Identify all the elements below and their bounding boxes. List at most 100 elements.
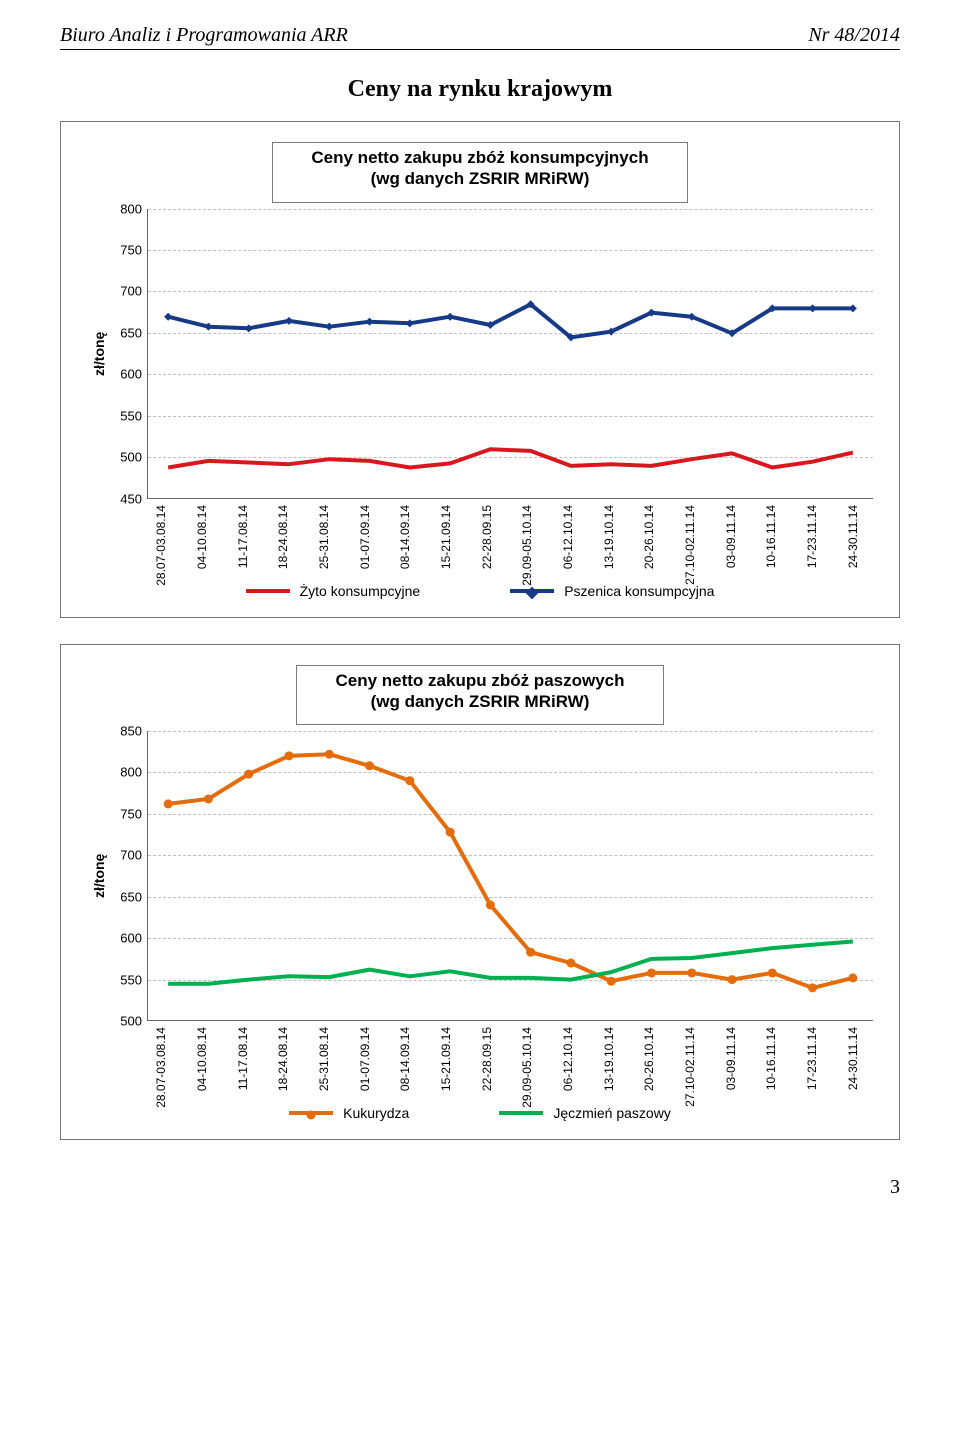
chart2-xticklabel: 03-09.11.14 [724, 1027, 738, 1090]
chart2-xticklabel: 29.09-05.10.14 [520, 1027, 534, 1108]
chart1-legend-swatch [510, 589, 554, 593]
chart2-marker [607, 977, 616, 986]
chart2-marker [647, 968, 656, 977]
page-header: Biuro Analiz i Programowania ARR Nr 48/2… [60, 24, 900, 50]
chart1-marker [809, 304, 817, 312]
chart2-title-box: Ceny netto zakupu zbóż paszowych(wg dany… [296, 665, 663, 726]
chart2-marker [365, 761, 374, 770]
chart2-legend-swatch [289, 1111, 333, 1115]
chart1-series-line [168, 304, 853, 337]
chart2-marker [486, 901, 495, 910]
chart1-legend-label: Pszenica konsumpcyjna [564, 583, 714, 599]
chart1-marker [849, 304, 857, 312]
chart2-marker [164, 799, 173, 808]
chart1-xticklabel: 04-10.08.14 [195, 505, 209, 569]
chart1-plot: 450500550600650700750800 [147, 209, 873, 499]
chart1-title-box: Ceny netto zakupu zbóż konsumpcyjnych(wg… [272, 142, 687, 203]
chart1-legend-label: Żyto konsumpcyjne [300, 583, 421, 599]
chart1-xticklabel: 03-09.11.14 [724, 505, 738, 568]
chart1-xticklabel: 24-30.11.14 [846, 505, 860, 568]
chart2-yticklabel: 750 [120, 806, 148, 821]
chart2-xticklabel: 17-23.11.14 [805, 1027, 819, 1090]
chart2-yticklabel: 550 [120, 972, 148, 987]
chart2-xticklabel: 20-26.10.14 [642, 1027, 656, 1091]
chart1-xticklabel: 27.10-02.11.14 [683, 505, 697, 585]
chart1-yticklabel: 800 [120, 201, 148, 216]
chart2-xticklabel: 04-10.08.14 [195, 1027, 209, 1091]
chart1-xticklabel: 11-17.08.14 [236, 505, 250, 568]
chart2-xticklabel: 01-07.09.14 [358, 1027, 372, 1091]
chart2-legend-label: Jęczmień paszowy [553, 1105, 671, 1121]
chart2-marker [204, 794, 213, 803]
chart1-yticklabel: 650 [120, 325, 148, 340]
chart1-yticklabel: 700 [120, 284, 148, 299]
chart1-yticklabel: 550 [120, 408, 148, 423]
chart2-xticklabel: 13-19.10.14 [602, 1027, 616, 1091]
chart1-xticklabel: 28.07-03.08.14 [154, 505, 168, 586]
chart2-marker [244, 770, 253, 779]
chart1-marker [204, 322, 212, 330]
chart2-xticklabel: 24-30.11.14 [846, 1027, 860, 1090]
chart1-xticklabel: 13-19.10.14 [602, 505, 616, 569]
chart2-title: Ceny netto zakupu zbóż paszowych(wg dany… [335, 670, 624, 713]
page-title: Ceny na rynku krajowym [60, 76, 900, 103]
chart1-legend-marker-icon [526, 586, 539, 599]
chart2-marker [808, 983, 817, 992]
chart1-legend-item: Żyto konsumpcyjne [246, 583, 421, 599]
chart2-marker [687, 968, 696, 977]
chart1-xticklabel: 08-14.09.14 [398, 505, 412, 569]
chart1-xticklabel: 10-16.11.14 [764, 505, 778, 568]
chart2-legend-label: Kukurydza [343, 1105, 409, 1121]
chart1-marker [245, 324, 253, 332]
chart1-marker [406, 319, 414, 327]
chart-consumption-grains: Ceny netto zakupu zbóż konsumpcyjnych(wg… [60, 121, 900, 618]
chart1-yticklabel: 750 [120, 242, 148, 257]
chart2-marker [526, 948, 535, 957]
chart1-legend-swatch [246, 589, 290, 593]
chart2-xticklabel: 08-14.09.14 [398, 1027, 412, 1091]
chart2-yticklabel: 650 [120, 889, 148, 904]
chart1-xticklabel: 22-28.09.15 [480, 505, 494, 569]
chart2-ylabel: zł/tonę [87, 731, 107, 1021]
chart1-xticklabel: 17-23.11.14 [805, 505, 819, 568]
chart2-xticks: 28.07-03.08.1404-10.08.1411-17.08.1418-2… [141, 1021, 873, 1099]
chart2-xticklabel: 18-24.08.14 [276, 1027, 290, 1091]
chart1-yticklabel: 500 [120, 450, 148, 465]
chart2-xticklabel: 11-17.08.14 [236, 1027, 250, 1090]
chart1-xticklabel: 20-26.10.14 [642, 505, 656, 569]
chart2-legend-item: Kukurydza [289, 1105, 409, 1121]
chart1-xticklabel: 06-12.10.14 [561, 505, 575, 569]
header-left: Biuro Analiz i Programowania ARR [60, 24, 348, 47]
chart2-xticklabel: 28.07-03.08.14 [154, 1027, 168, 1108]
chart1-xticklabel: 29.09-05.10.14 [520, 505, 534, 586]
header-right: Nr 48/2014 [808, 24, 900, 47]
chart2-xticklabel: 25-31.08.14 [317, 1027, 331, 1091]
chart1-legend-item: Pszenica konsumpcyjna [510, 583, 714, 599]
chart1-svg [148, 209, 873, 499]
chart1-ylabel: zł/tonę [87, 209, 107, 499]
chart1-marker [446, 312, 454, 320]
chart2-xticklabel: 22-28.09.15 [480, 1027, 494, 1091]
chart2-marker [848, 973, 857, 982]
chart1-xticks: 28.07-03.08.1404-10.08.1411-17.08.1418-2… [141, 499, 873, 577]
chart2-marker [405, 776, 414, 785]
chart1-legend: Żyto konsumpcyjne Pszenica konsumpcyjna [87, 583, 873, 599]
chart1-xticklabel: 15-21.09.14 [439, 505, 453, 569]
chart2-xticklabel: 06-12.10.14 [561, 1027, 575, 1091]
chart1-xticklabel: 25-31.08.14 [317, 505, 331, 569]
chart2-marker [768, 968, 777, 977]
chart2-legend-marker-icon [307, 1111, 316, 1120]
chart1-title: Ceny netto zakupu zbóż konsumpcyjnych(wg… [311, 147, 648, 190]
chart1-series-line [168, 449, 853, 467]
chart2-yticklabel: 800 [120, 765, 148, 780]
chart2-xticklabel: 15-21.09.14 [439, 1027, 453, 1091]
chart2-xticklabel: 10-16.11.14 [764, 1027, 778, 1090]
chart1-marker [366, 317, 374, 325]
chart1-yticklabel: 600 [120, 367, 148, 382]
chart2-marker [325, 750, 334, 759]
chart1-marker [164, 312, 172, 320]
chart2-yticklabel: 850 [120, 724, 148, 739]
chart1-xticklabel: 18-24.08.14 [276, 505, 290, 569]
page-number: 3 [60, 1166, 900, 1199]
chart2-svg [148, 731, 873, 1021]
